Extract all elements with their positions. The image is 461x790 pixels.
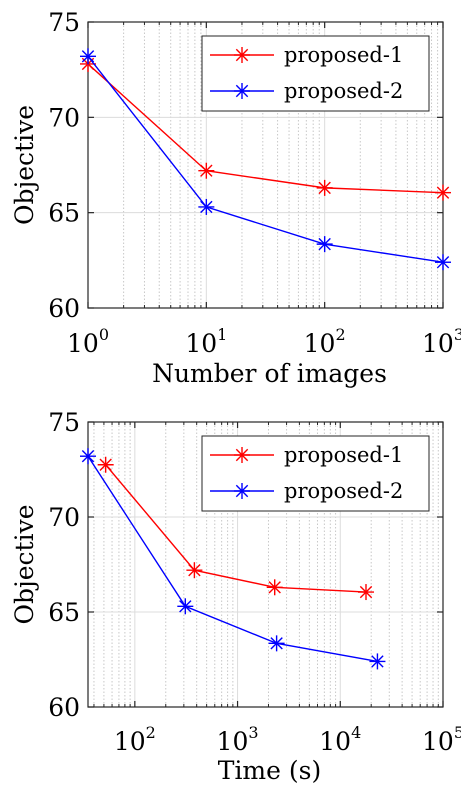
x-tick-exponent: 2 — [335, 325, 345, 344]
marker-stroke — [81, 50, 95, 63]
x-tick-label: 102 — [304, 325, 346, 358]
x-tick-exponent: 3 — [248, 723, 258, 742]
x-tick-label: 104 — [319, 723, 361, 756]
x-tick-exponent: 0 — [99, 325, 109, 344]
x-tick-exponent: 2 — [146, 723, 156, 742]
x-tick-base: 10 — [422, 329, 454, 358]
y-tick-label: 70 — [48, 103, 80, 132]
x-tick-exponent: 3 — [454, 325, 461, 344]
y-tick-label: 75 — [48, 408, 80, 437]
x-tick-label: 105 — [422, 723, 461, 756]
data-point-proposed-2 — [80, 48, 96, 65]
data-point-proposed-1 — [316, 179, 333, 196]
x-tick-label: 103 — [422, 325, 461, 358]
marker-stroke — [99, 458, 112, 471]
y-axis-label: Objective — [10, 504, 39, 624]
y-tick-label: 65 — [48, 598, 80, 627]
legend-box — [201, 35, 430, 112]
y-tick-label: 75 — [48, 8, 80, 37]
data-point-proposed-1 — [266, 579, 283, 596]
marker-stroke — [200, 164, 213, 177]
legend-marker — [234, 47, 250, 63]
legend-item: proposed-1 — [210, 43, 403, 67]
x-tick-base: 10 — [217, 727, 249, 756]
legend: proposed-1 proposed-2 — [201, 435, 430, 512]
marker-stroke — [359, 585, 373, 599]
y-tick-label: 65 — [48, 199, 80, 228]
data-point-proposed-2 — [177, 598, 194, 615]
legend-marker — [234, 447, 250, 463]
x-tick-label: 103 — [217, 723, 259, 756]
marker-stroke — [436, 256, 450, 269]
series-line-proposed-1 — [87, 63, 444, 194]
x-tick-base: 10 — [319, 727, 351, 756]
marker-stroke — [318, 237, 331, 251]
marker-stroke — [179, 600, 192, 613]
marker-stroke — [436, 186, 450, 199]
marker-stroke — [270, 637, 283, 650]
marker-stroke — [318, 181, 331, 195]
data-point-proposed-2 — [268, 635, 285, 652]
x-tick-base: 10 — [304, 329, 336, 358]
series-line-proposed-2 — [87, 55, 444, 263]
data-point-proposed-1 — [198, 162, 215, 179]
x-tick-exponent: 5 — [454, 723, 461, 742]
legend-label: proposed-2 — [284, 79, 403, 103]
series-line-proposed-2 — [87, 455, 378, 663]
x-tick-exponent: 4 — [351, 723, 361, 742]
marker-stroke — [200, 200, 213, 214]
legend-label: proposed-1 — [284, 43, 403, 67]
marker-stroke — [371, 655, 384, 668]
legend-box — [201, 435, 430, 512]
marker-stroke — [81, 450, 95, 463]
data-point-proposed-1 — [435, 184, 451, 201]
legend: proposed-1 proposed-2 — [201, 35, 430, 112]
x-axis-label: Time (s) — [218, 756, 321, 785]
y-tick-label: 60 — [48, 294, 80, 323]
y-tick-label: 60 — [48, 693, 80, 722]
y-tick-label: 70 — [48, 503, 80, 532]
data-point-proposed-2 — [316, 236, 333, 253]
data-point-proposed-2 — [80, 448, 96, 465]
data-point-proposed-1 — [186, 562, 203, 579]
data-point-proposed-1 — [358, 584, 375, 601]
y-axis-label: Objective — [10, 105, 39, 225]
x-tick-label: 101 — [185, 325, 227, 358]
series-line-proposed-1 — [105, 464, 367, 593]
x-tick-base: 10 — [185, 329, 217, 358]
data-point-proposed-2 — [198, 198, 215, 215]
legend-label: proposed-1 — [284, 443, 403, 467]
data-point-proposed-2 — [435, 254, 451, 271]
plot-area-border — [87, 21, 444, 309]
marker-stroke — [188, 564, 201, 577]
marker-stroke — [235, 48, 249, 62]
legend-marker — [234, 83, 250, 99]
marker-stroke — [235, 448, 249, 462]
x-tick-base: 10 — [67, 329, 99, 358]
legend-label: proposed-2 — [284, 479, 403, 503]
marker-stroke — [235, 84, 249, 98]
x-tick-label: 100 — [67, 325, 109, 358]
data-point-proposed-2 — [369, 653, 386, 670]
x-tick-base: 10 — [422, 727, 454, 756]
x-tick-exponent: 1 — [217, 325, 227, 344]
legend-item: proposed-2 — [210, 79, 403, 103]
x-tick-label: 102 — [114, 723, 156, 756]
data-point-proposed-1 — [97, 456, 114, 473]
legend-marker — [234, 483, 250, 499]
legend-item: proposed-2 — [210, 479, 403, 503]
plot-area-border — [87, 421, 444, 708]
marker-stroke — [268, 581, 281, 594]
legend-item: proposed-1 — [210, 443, 403, 467]
x-tick-base: 10 — [114, 727, 146, 756]
marker-stroke — [235, 484, 249, 498]
x-axis-label: Number of images — [152, 359, 387, 388]
